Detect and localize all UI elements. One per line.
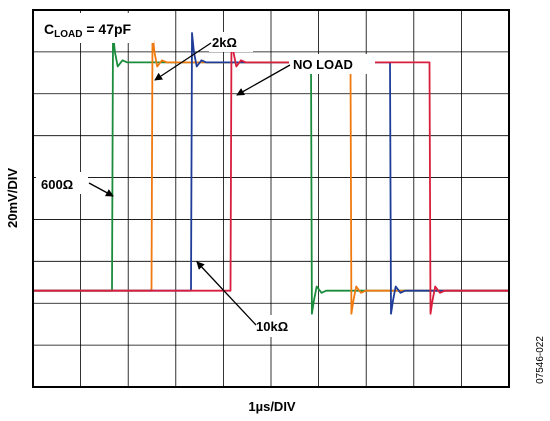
y-axis-label: 20mV/DIV [5,168,20,228]
svg-text:600Ω: 600Ω [41,177,73,192]
svg-text:NO LOAD: NO LOAD [293,57,353,72]
x-axis-label: 1µs/DIV [248,399,296,414]
figure-id: 07546-022 [535,336,546,384]
svg-text:10kΩ: 10kΩ [256,319,288,334]
svg-text:2kΩ: 2kΩ [212,35,237,50]
annotation-10k: 10kΩ [196,261,305,337]
annotation-no-load: NO LOAD [236,54,375,96]
chart-title: CLOAD = 47pF [44,21,132,40]
annotation-600: 600Ω [36,172,114,197]
annotation-2k: 2kΩ [154,32,253,81]
title-box [36,13,154,43]
plot-frame [32,9,510,388]
